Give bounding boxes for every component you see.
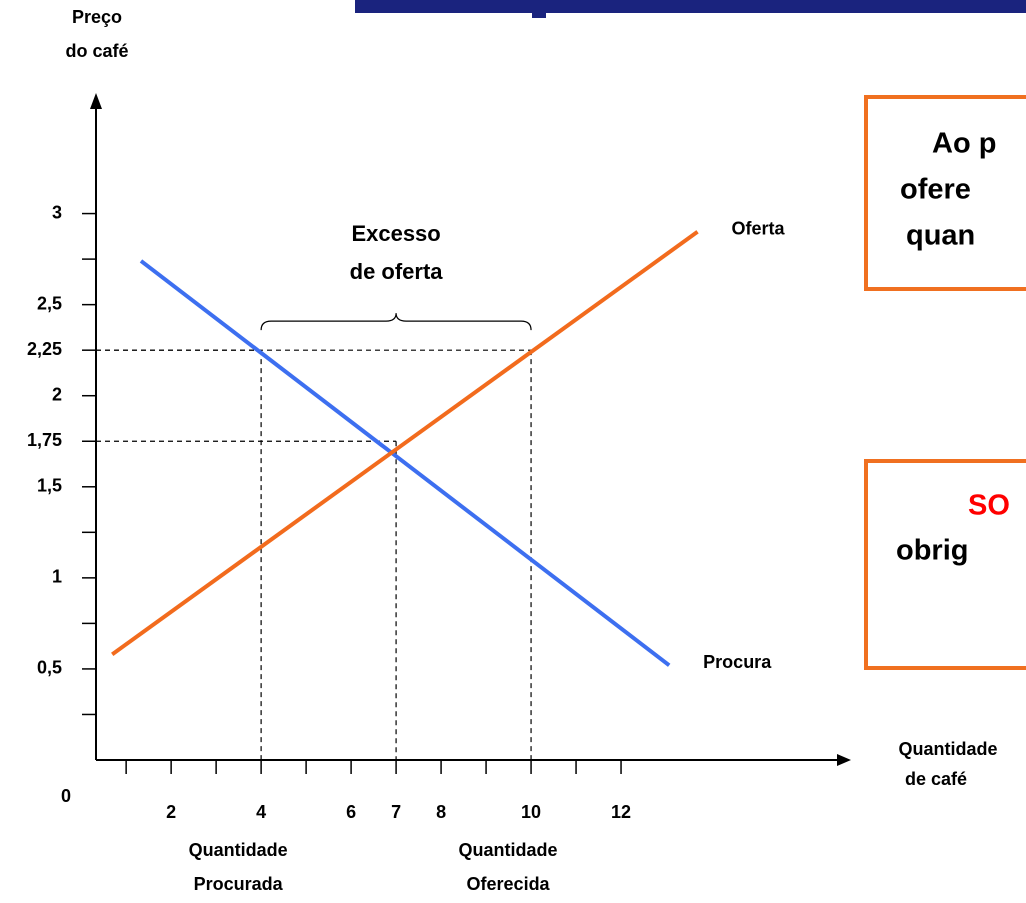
brace-label: Excesso [351, 221, 440, 246]
guide-label: Quantidade [459, 840, 558, 860]
x-axis-title: de café [905, 769, 967, 789]
x-axis-arrow [837, 754, 851, 766]
y-tick-label: 1 [52, 567, 62, 587]
origin-label: 0 [61, 786, 71, 806]
x-tick-label: 10 [521, 802, 541, 822]
y-axis-title: Preço [72, 7, 122, 27]
brace [260, 313, 532, 331]
line-series [111, 230, 699, 656]
side-box-text: ofere [900, 174, 971, 206]
y-tick-label: 3 [52, 202, 62, 222]
y-tick-label: 0,5 [37, 658, 62, 678]
top-bar [355, 0, 1026, 13]
y-tick-label: 2 [52, 384, 62, 404]
guide-label: Quantidade [189, 840, 288, 860]
y-axis-title: do café [65, 41, 128, 61]
side-box-text: quan [906, 220, 975, 252]
line-series [139, 259, 671, 667]
x-tick-label: 4 [256, 802, 266, 822]
x-tick-label: 2 [166, 802, 176, 822]
side-box-text: SO [968, 490, 1010, 522]
y-tick-label: 1,75 [27, 430, 62, 450]
side-box-text: Ao p [932, 128, 996, 160]
x-tick-label: 6 [346, 802, 356, 822]
x-axis-title: Quantidade [898, 739, 997, 759]
x-tick-label: 8 [436, 802, 446, 822]
x-tick-label: 7 [391, 802, 401, 822]
side-box [864, 459, 1026, 670]
y-axis-arrow [90, 93, 102, 109]
top-bar-tab [532, 0, 546, 18]
guide-label: Oferecida [467, 874, 551, 894]
series-label: Oferta [732, 219, 786, 239]
guide-label: Procurada [194, 874, 284, 894]
x-tick-label: 12 [611, 802, 631, 822]
y-tick-label: 2,25 [27, 339, 62, 359]
y-tick-label: 1,5 [37, 476, 62, 496]
y-tick-label: 2,5 [37, 293, 62, 313]
brace-label: de oferta [350, 259, 444, 284]
series-label: Procura [703, 652, 772, 672]
side-box-text: obrig [896, 535, 969, 567]
side-box [864, 95, 1026, 291]
